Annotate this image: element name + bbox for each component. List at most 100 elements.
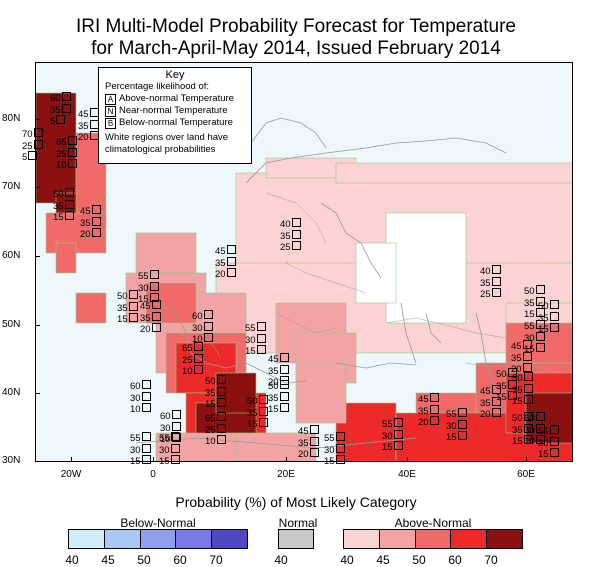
probability-row: 45: [215, 245, 236, 257]
probability-box: [522, 351, 532, 361]
probability-value: 45: [78, 109, 89, 120]
probability-box: [149, 281, 159, 291]
axis-tick: [35, 256, 40, 257]
probability-value: 30: [538, 437, 549, 449]
probability-box: [279, 391, 289, 401]
key-letter-box: B: [105, 118, 116, 129]
probability-box: [216, 375, 226, 384]
probability-value: 60: [50, 93, 61, 104]
probability-row: 35: [50, 103, 71, 116]
probability-value: 35: [538, 312, 549, 324]
probability-value: 15: [247, 419, 258, 430]
legend-tick: 50: [137, 553, 151, 567]
probability-box: [128, 313, 138, 322]
probability-label: 50 35 15: [512, 372, 533, 407]
probability-label: 65 25 10: [182, 342, 203, 377]
probability-box: [393, 429, 403, 439]
lon-label: 40E: [398, 469, 416, 480]
probability-value: 35: [418, 405, 429, 417]
probability-row: 35: [140, 311, 161, 324]
probability-value: 30: [138, 282, 149, 294]
probability-value: 30: [160, 422, 171, 434]
probability-label: 55 30 15: [446, 408, 467, 443]
probability-value: 25: [56, 148, 67, 160]
probability-row: 15: [117, 313, 138, 325]
probability-row: 55: [324, 432, 345, 444]
legend-above-label: Above-Normal: [394, 516, 472, 530]
probability-value: 35: [524, 297, 535, 309]
probability-label: 50 35 15: [496, 368, 517, 403]
probability-row: 35: [496, 379, 517, 392]
probability-value: 20: [78, 132, 89, 143]
legend-tick: 70: [484, 553, 498, 567]
probability-row: 30: [446, 419, 467, 432]
probability-value: 15: [159, 456, 170, 467]
probability-row: 20: [80, 228, 101, 240]
probability-box: [216, 423, 226, 433]
probability-value: 60: [524, 413, 535, 424]
probability-value: 25: [280, 242, 291, 253]
probability-row: 65: [56, 136, 77, 148]
probability-box: [128, 301, 138, 311]
probability-value: 30: [524, 424, 535, 436]
probability-box: [151, 300, 161, 309]
probability-label: 50 35 15: [247, 395, 268, 430]
probability-row: 45: [140, 300, 161, 312]
probability-row: 35: [480, 276, 501, 289]
forecast-cell: [525, 392, 572, 444]
axis-tick: [407, 457, 408, 462]
probability-value: 60: [130, 381, 141, 392]
probability-label: 65 25 10: [56, 136, 77, 171]
probability-box: [491, 276, 501, 286]
probability-value: 55: [524, 321, 535, 332]
probability-box: [61, 92, 71, 101]
probability-row: 35: [280, 229, 301, 242]
legend-below-label: Below-Normal: [120, 516, 196, 530]
probability-label: 50 35 15: [538, 300, 559, 335]
probability-row: 55: [159, 432, 180, 444]
probability-row: 45: [298, 425, 319, 437]
probability-row: 15: [247, 418, 268, 430]
probability-row: 55: [382, 418, 403, 430]
probability-label: 50 35 15: [524, 285, 545, 320]
probability-value: 35: [53, 200, 64, 212]
probability-value: 15: [268, 404, 279, 415]
legend-tick: 45: [101, 553, 115, 567]
probability-box: [67, 159, 77, 168]
probability-box: [491, 288, 501, 297]
key-row-label: Below-normal Temperature: [119, 117, 233, 128]
probability-box: [226, 268, 236, 277]
probability-box: [393, 418, 403, 427]
probability-box: [141, 443, 151, 453]
probability-value: 45: [215, 246, 226, 257]
probability-box: [429, 416, 439, 425]
probability-box: [279, 403, 289, 412]
probability-row: 50: [268, 380, 289, 392]
probability-box: [549, 448, 559, 457]
probability-box: [535, 343, 545, 352]
probability-row: 60: [192, 310, 213, 322]
probability-box: [535, 423, 545, 433]
probability-value: 30: [130, 444, 141, 456]
probability-row: 30: [382, 429, 403, 442]
probability-value: 15: [382, 442, 393, 453]
probability-row: 45: [78, 108, 99, 120]
probability-box: [171, 421, 181, 431]
probability-value: 35: [80, 217, 91, 229]
key-subtitle: Percentage likelihood of:: [105, 81, 210, 92]
probability-value: 10: [205, 436, 216, 447]
probability-row: 15: [538, 448, 559, 460]
probability-value: 35: [268, 365, 279, 377]
probability-label: 45 35 20: [80, 205, 101, 240]
probability-row: 25: [56, 147, 77, 160]
probability-label: 50 35 15: [117, 290, 138, 325]
climatology-region: [355, 242, 397, 304]
probability-row: 10: [56, 159, 77, 171]
probability-value: 30: [192, 322, 203, 334]
probability-value: 65: [182, 343, 193, 354]
probability-value: 5: [50, 116, 56, 127]
probability-row: 10: [192, 333, 213, 345]
probability-row: 15: [138, 293, 159, 305]
probability-box: [523, 395, 533, 404]
probability-label: 55 30 15: [138, 270, 159, 305]
